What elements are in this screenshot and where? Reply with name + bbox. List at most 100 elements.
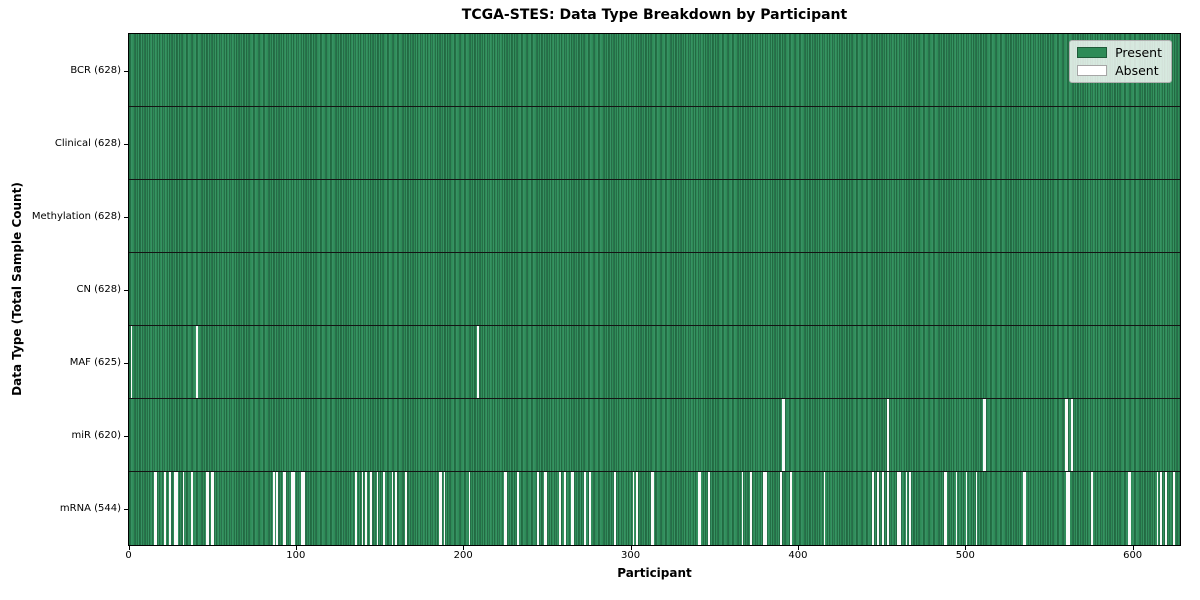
absent-gap xyxy=(584,472,586,545)
absent-gap xyxy=(982,399,986,471)
absent-gap xyxy=(781,399,786,471)
x-tick-label: 300 xyxy=(621,550,641,561)
absent-gap xyxy=(517,472,519,545)
absent-gap xyxy=(887,472,889,545)
plot-area: Present Absent xyxy=(128,33,1181,546)
absent-gap xyxy=(282,472,287,545)
absent-gap xyxy=(780,472,782,545)
absent-gap xyxy=(130,326,133,398)
absent-gap xyxy=(276,472,278,545)
legend-item-absent: Absent xyxy=(1077,64,1162,77)
y-tick-mark xyxy=(124,216,128,218)
absent-gap xyxy=(887,399,889,471)
absent-gap xyxy=(570,472,575,545)
absent-gap xyxy=(872,472,874,545)
x-tick-label: 400 xyxy=(788,550,808,561)
x-tick-mark xyxy=(797,546,799,550)
x-axis-label: Participant xyxy=(617,566,692,580)
absent-gap xyxy=(1022,472,1027,545)
absent-gap xyxy=(877,472,879,545)
absent-gap xyxy=(965,472,968,545)
absent-gap xyxy=(301,472,305,545)
y-tick-label: CN (628) xyxy=(76,283,121,295)
absent-gap xyxy=(749,472,752,545)
absent-gap xyxy=(1173,472,1175,545)
absent-gap xyxy=(354,472,357,545)
x-tick-mark xyxy=(128,546,130,550)
absent-gap xyxy=(1091,472,1093,545)
y-tick-label: MAF (625) xyxy=(69,356,121,368)
absent-gap xyxy=(908,472,911,545)
y-tick-label: BCR (628) xyxy=(70,64,121,76)
absent-gap xyxy=(708,472,710,545)
y-tick-mark xyxy=(124,289,128,291)
y-tick-mark xyxy=(124,362,128,364)
absent-gap xyxy=(211,472,215,545)
absent-gap xyxy=(882,472,884,545)
y-tick-label: Clinical (628) xyxy=(54,137,121,149)
data-row-mrna xyxy=(129,472,1180,545)
x-tick-mark xyxy=(630,546,632,550)
legend-swatch-absent xyxy=(1077,65,1108,76)
absent-gap xyxy=(1064,399,1068,471)
absent-gap xyxy=(195,326,198,398)
absent-gap xyxy=(905,472,908,545)
absent-gap xyxy=(169,472,171,545)
absent-gap xyxy=(438,472,442,545)
absent-gap xyxy=(443,472,446,545)
absent-gap xyxy=(383,472,386,545)
legend-swatch-present xyxy=(1077,47,1108,58)
absent-gap xyxy=(1128,472,1132,545)
absent-gap xyxy=(272,472,275,545)
y-tick-mark xyxy=(124,508,128,510)
absent-gap xyxy=(154,472,158,545)
data-row-mir xyxy=(129,399,1180,472)
absent-gap xyxy=(897,472,901,545)
x-tick-mark xyxy=(1132,546,1134,550)
x-tick-mark xyxy=(463,546,465,550)
absent-gap xyxy=(391,472,394,545)
y-tick-label: miR (620) xyxy=(71,429,121,441)
absent-gap xyxy=(1164,472,1167,545)
absent-gap xyxy=(763,472,767,545)
absent-gap xyxy=(544,472,548,545)
absent-gap xyxy=(944,472,948,545)
absent-gap xyxy=(174,472,178,545)
legend-label: Absent xyxy=(1115,63,1159,78)
absent-gap xyxy=(291,472,295,545)
absent-gap xyxy=(364,472,367,545)
absent-gap xyxy=(651,472,655,545)
absent-gap xyxy=(559,472,561,545)
absent-gap xyxy=(537,472,540,545)
absent-gap xyxy=(741,472,744,545)
legend-label: Present xyxy=(1115,45,1162,60)
legend-item-present: Present xyxy=(1077,46,1162,59)
absent-gap xyxy=(205,472,210,545)
absent-gap xyxy=(823,472,826,545)
data-row-clinical xyxy=(129,107,1180,180)
absent-gap xyxy=(955,472,958,545)
legend: Present Absent xyxy=(1069,40,1172,83)
absent-gap xyxy=(1066,472,1070,545)
x-tick-label: 200 xyxy=(453,550,473,561)
absent-gap xyxy=(361,472,364,545)
absent-gap xyxy=(614,472,616,545)
x-tick-label: 0 xyxy=(125,550,132,561)
absent-gap xyxy=(589,472,591,545)
x-tick-mark xyxy=(295,546,297,550)
data-row-bcr xyxy=(129,34,1180,107)
absent-gap xyxy=(1159,472,1162,545)
y-tick-mark xyxy=(124,143,128,145)
absent-gap xyxy=(164,472,166,545)
y-tick-label: Methylation (628) xyxy=(31,210,121,222)
absent-gap xyxy=(376,472,379,545)
absent-gap xyxy=(395,472,397,545)
data-row-maf xyxy=(129,326,1180,399)
absent-gap xyxy=(1156,472,1159,545)
data-row-methylation xyxy=(129,180,1180,253)
x-tick-label: 600 xyxy=(1123,550,1143,561)
absent-gap xyxy=(790,472,792,545)
absent-gap xyxy=(182,472,185,545)
absent-gap xyxy=(564,472,566,545)
